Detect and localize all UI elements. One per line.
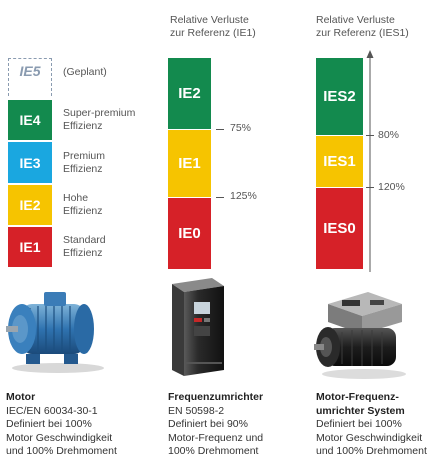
system-ies1-block: IES1 bbox=[316, 136, 363, 187]
system-scale-title: Relative Verluste zur Referenz (IES1) bbox=[316, 14, 409, 40]
ie5-label: IE5 bbox=[19, 63, 41, 79]
system-caption-title: umrichter System bbox=[316, 404, 405, 417]
drive-tick-125-label: 125% bbox=[230, 190, 257, 202]
drive-ie0-block: IE0 bbox=[168, 198, 211, 269]
ie2-desc-line1: Hohe bbox=[63, 192, 89, 204]
ie4-block: IE4 bbox=[8, 100, 52, 140]
drive-scale-title: Relative Verluste zur Referenz (IE1) bbox=[170, 14, 256, 40]
ie2-desc-line2: Effizienz bbox=[63, 205, 103, 217]
drive-tick-125 bbox=[216, 197, 224, 198]
drive-tick-75-label: 75% bbox=[230, 122, 252, 134]
system-ies2-block: IES2 bbox=[316, 58, 363, 135]
system-tick-80 bbox=[366, 135, 374, 136]
drive-caption-line: Definiert bei 90% bbox=[168, 418, 248, 430]
drive-caption: Frequenzumrichter EN 50598-2 Definiert b… bbox=[168, 391, 263, 459]
motor-caption: Motor IEC/EN 60034-30-1 Definiert bei 10… bbox=[6, 391, 117, 459]
ie4-desc-line2: Effizienz bbox=[63, 120, 103, 132]
motor-image bbox=[6, 292, 104, 373]
system-scale-title-line1: Relative Verluste bbox=[316, 14, 395, 26]
drive-scale-title-line2: zur Referenz (IE1) bbox=[170, 27, 256, 39]
drive-ie2-block: IE2 bbox=[168, 58, 211, 129]
ie1-desc: Standard Effizienz bbox=[63, 234, 106, 260]
system-scale-title-line2: zur Referenz (IES1) bbox=[316, 27, 409, 39]
system-image bbox=[314, 292, 406, 379]
ie5-note: (Geplant) bbox=[63, 66, 107, 78]
drive-caption-line: EN 50598-2 bbox=[168, 404, 225, 417]
motor-caption-line: IEC/EN 60034-30-1 bbox=[6, 404, 98, 417]
ie5-planned-box bbox=[8, 58, 52, 96]
ie3-desc-line1: Premium bbox=[63, 150, 106, 162]
system-caption-line: und 100% Drehmoment bbox=[316, 445, 427, 457]
system-tick-120-label: 120% bbox=[378, 181, 405, 193]
drive-ie1-block: IE1 bbox=[168, 130, 211, 197]
system-caption-title: Motor-Frequenz- bbox=[316, 391, 399, 403]
ie3-desc-line2: Effizienz bbox=[63, 163, 103, 175]
system-caption-line: Motor Geschwindigkeit bbox=[316, 431, 423, 444]
drive-caption-title: Frequenzumrichter bbox=[168, 391, 264, 403]
drive-scale-title-line1: Relative Verluste bbox=[170, 14, 249, 26]
ie3-desc: Premium Effizienz bbox=[63, 150, 105, 176]
ie2-block: IE2 bbox=[8, 185, 52, 225]
drive-caption-line: 100% Drehmoment bbox=[168, 445, 259, 457]
ie3-block: IE3 bbox=[8, 142, 52, 183]
system-tick-80-label: 80% bbox=[378, 129, 400, 141]
motor-caption-line: Motor Geschwindigkeit bbox=[6, 431, 113, 444]
ie1-desc-line2: Effizienz bbox=[63, 247, 103, 259]
system-ies0-block: IES0 bbox=[316, 188, 363, 269]
motor-caption-line: und 100% Drehmoment bbox=[6, 445, 117, 457]
motor-caption-title: Motor bbox=[6, 391, 36, 403]
loss-arrow-icon bbox=[366, 50, 374, 272]
drive-tick-75 bbox=[216, 129, 224, 130]
drive-caption-line: Motor-Frequenz und bbox=[168, 431, 264, 444]
drive-image bbox=[172, 278, 224, 376]
system-caption: Motor-Frequenz- umrichter System Definie… bbox=[316, 391, 427, 459]
ie4-desc: Super-premium Effizienz bbox=[63, 107, 135, 133]
ie2-desc: Hohe Effizienz bbox=[63, 192, 103, 218]
ie4-desc-line1: Super-premium bbox=[63, 107, 136, 119]
ie1-block: IE1 bbox=[8, 227, 52, 267]
ie1-desc-line1: Standard bbox=[63, 234, 106, 246]
motor-caption-line: Definiert bei 100% bbox=[6, 418, 92, 430]
system-tick-120 bbox=[366, 187, 374, 188]
system-caption-line: Definiert bei 100% bbox=[316, 418, 402, 430]
